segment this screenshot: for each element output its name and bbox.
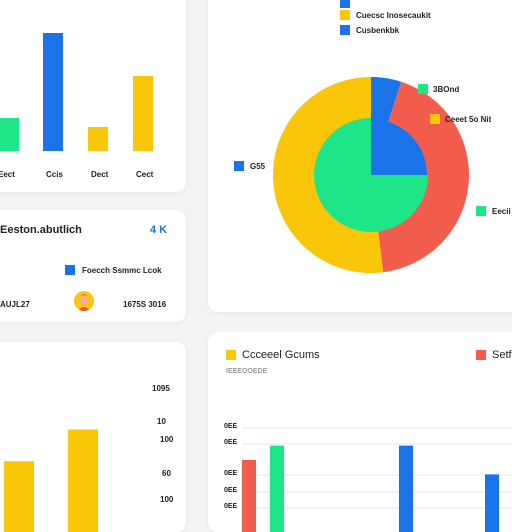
bar <box>43 33 63 151</box>
bar <box>399 445 413 532</box>
legend-swatch-green <box>476 206 486 216</box>
grouped-bar-chart-card: Ccceeel Gcums Setf IEEEOOEDE 0EE 0EE 0EE… <box>208 332 512 532</box>
y-tick-label: 10 <box>157 417 166 426</box>
bar <box>133 76 153 151</box>
legend-swatch-blue <box>340 0 350 8</box>
pie-legend-label: Cuecsc Inosecaukit <box>356 11 431 20</box>
bar <box>270 445 284 532</box>
legend-swatch-yellow <box>340 10 350 20</box>
bar <box>0 118 19 151</box>
legend-swatch-yellow <box>226 350 236 360</box>
top-bar-chart <box>0 33 153 151</box>
legend-swatch-blue <box>340 25 350 35</box>
x-tick-label: Ccis <box>46 170 63 179</box>
bar <box>485 474 499 532</box>
bottom-bar-chart-card: 1095 10 100 60 100 <box>0 342 186 532</box>
x-tick-label: Cect <box>136 170 154 179</box>
y-tick-label: 60 <box>162 469 171 478</box>
y-tick-label: 0EE <box>224 423 238 430</box>
legend-swatch-yellow <box>430 114 440 124</box>
y-tick-label: 1095 <box>152 384 170 393</box>
legend-swatch-red <box>476 350 486 360</box>
summary-badge[interactable]: 4 K <box>150 224 168 236</box>
pie-slice-inner <box>314 118 428 232</box>
pie-slice-inner <box>371 119 427 175</box>
bottom-bar-chart <box>4 429 98 532</box>
legend-swatch-blue <box>65 265 75 275</box>
avatar-face-icon <box>78 294 90 311</box>
grouped-subtitle: IEEEOOEDE <box>226 368 268 375</box>
bar <box>88 127 108 151</box>
grouped-legend-yellow: Ccceeel Gcums <box>242 349 320 361</box>
y-tick-label: 100 <box>160 435 174 444</box>
summary-legend-label: Foecch Ssmmc Lcok <box>82 266 162 275</box>
y-tick-label: 0EE <box>224 503 238 510</box>
pie-chart <box>272 77 469 273</box>
x-tick-label: Dect <box>91 170 109 179</box>
avatar[interactable] <box>74 291 94 311</box>
summary-title: Eeston.abutlich <box>0 224 82 236</box>
y-tick-label: 100 <box>160 495 174 504</box>
pie-legend-label: Cusbenkbk <box>356 26 400 35</box>
top-bar-chart-card: Eect Ccis Dect Cect <box>0 0 186 192</box>
y-tick-label: 0EE <box>224 439 238 446</box>
x-tick-label: Eect <box>0 170 15 179</box>
pie-chart-card: Cuecsc Inosecaukit Cusbenkbk 3BOnd Ceeet… <box>208 0 512 312</box>
grouped-bar-chart <box>242 427 512 532</box>
bar <box>242 460 256 532</box>
pie-label-bottom-right: Eecii <box>492 207 511 216</box>
y-tick-label: 0EE <box>224 487 238 494</box>
summary-left-value: AUJL27 <box>0 300 30 309</box>
pie-label-right: Ceeet 5o Nit <box>445 115 492 124</box>
y-tick-label: 0EE <box>224 470 238 477</box>
summary-right-value: 1675S 3016 <box>123 300 167 309</box>
bar <box>68 429 98 532</box>
pie-label-top-right: 3BOnd <box>433 85 460 94</box>
bar <box>4 461 34 532</box>
pie-label-left: G55 <box>250 162 266 171</box>
legend-swatch-green <box>418 84 428 94</box>
summary-card: Eeston.abutlich 4 K Foecch Ssmmc Lcok AU… <box>0 210 186 322</box>
legend-swatch-blue <box>234 161 244 171</box>
grouped-legend-red: Setf <box>492 349 512 361</box>
